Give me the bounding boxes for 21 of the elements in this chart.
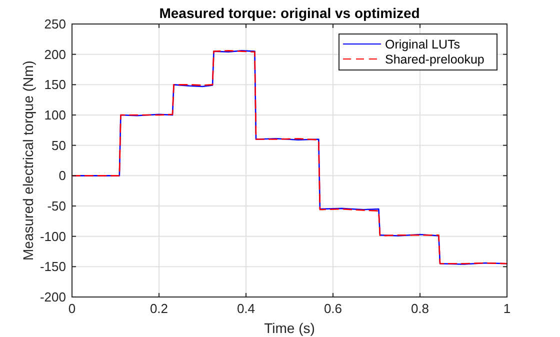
y-tick-label: 50 bbox=[52, 138, 66, 153]
x-tick-label: 0 bbox=[68, 301, 76, 316]
chart-title: Measured torque: original vs optimized bbox=[159, 5, 420, 21]
x-tick-label: 0.8 bbox=[410, 301, 430, 316]
x-tick-label: 1 bbox=[503, 301, 511, 316]
y-tick-label: 0 bbox=[58, 168, 66, 184]
legend-label: Original LUTs bbox=[385, 38, 460, 52]
y-tick-label: -50 bbox=[47, 198, 66, 214]
y-tick-label: 150 bbox=[44, 77, 66, 92]
y-tick-label: 250 bbox=[44, 16, 66, 32]
y-tick-label: -150 bbox=[40, 259, 66, 274]
y-tick-label: 200 bbox=[44, 46, 66, 62]
y-tick-label: -100 bbox=[40, 228, 66, 244]
x-tick-label: 0.4 bbox=[236, 301, 256, 316]
x-tick-label: 0.6 bbox=[324, 301, 342, 316]
y-tick-label: 100 bbox=[44, 108, 66, 122]
x-axis-title: Time (s) bbox=[264, 320, 315, 336]
y-tick-label: -200 bbox=[40, 290, 66, 304]
legend-label: Shared-prelookup bbox=[385, 52, 484, 66]
y-axis-title: Measured electrical torque (Nm) bbox=[20, 60, 36, 260]
x-tick-label: 0.2 bbox=[150, 301, 168, 316]
